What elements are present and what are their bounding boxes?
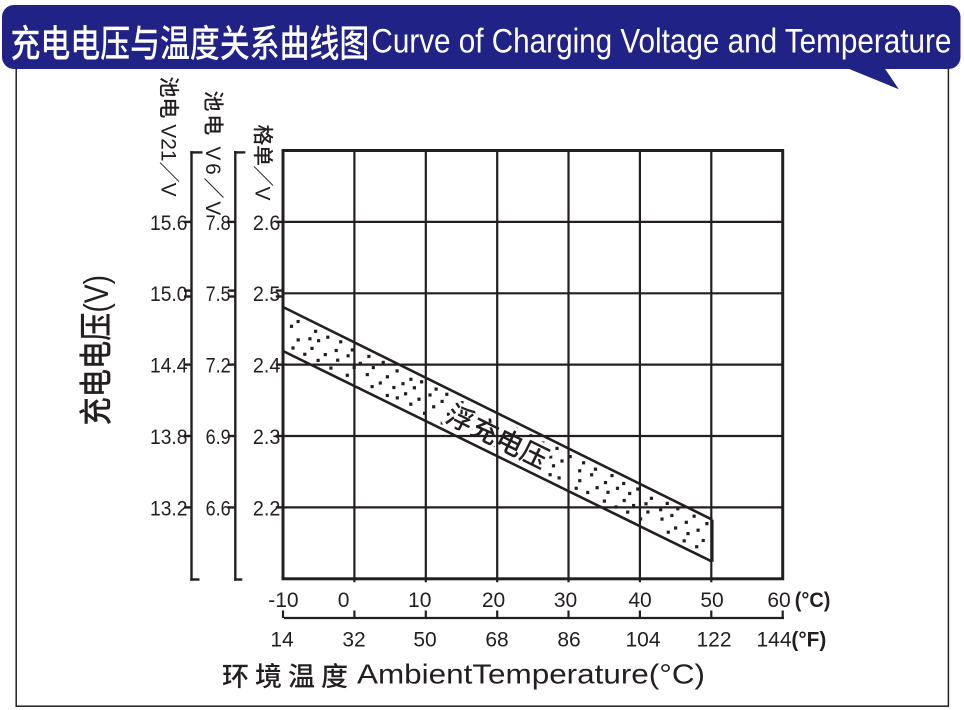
svg-text:V: V <box>157 183 180 197</box>
svg-text:V21: V21 <box>157 124 180 161</box>
svg-text:6: 6 <box>201 163 224 175</box>
svg-text:14: 14 <box>270 628 294 651</box>
svg-text:(°C): (°C) <box>795 588 831 612</box>
svg-text:7.2: 7.2 <box>206 355 231 378</box>
svg-text:50: 50 <box>700 589 723 612</box>
svg-text:144: 144 <box>756 628 791 651</box>
svg-text:7.8: 7.8 <box>206 212 231 235</box>
svg-text:2.6: 2.6 <box>253 212 281 235</box>
svg-text:10: 10 <box>408 589 431 612</box>
svg-text:40: 40 <box>628 589 651 612</box>
svg-text:V: V <box>201 146 224 160</box>
svg-text:V: V <box>201 201 224 215</box>
svg-text:2.3: 2.3 <box>253 426 281 449</box>
svg-text:-10: -10 <box>268 589 298 612</box>
svg-text:15.6: 15.6 <box>150 212 188 235</box>
svg-text:2.4: 2.4 <box>253 355 281 378</box>
svg-text:13.2: 13.2 <box>150 497 188 520</box>
svg-text:14.4: 14.4 <box>150 355 188 378</box>
svg-text:6.6: 6.6 <box>206 497 231 520</box>
svg-text:7.5: 7.5 <box>206 283 231 306</box>
svg-text:68: 68 <box>485 628 508 651</box>
svg-text:20: 20 <box>482 589 505 612</box>
svg-text:13.8: 13.8 <box>150 426 188 449</box>
svg-text:Curve of Charging Voltage and: Curve of Charging Voltage and Temperatur… <box>371 23 951 61</box>
svg-text:V: V <box>251 187 274 201</box>
svg-text:122: 122 <box>696 628 731 651</box>
svg-text:104: 104 <box>625 628 660 651</box>
svg-text:6.9: 6.9 <box>206 426 231 449</box>
svg-text:60: 60 <box>767 589 790 612</box>
svg-text:0: 0 <box>338 589 350 612</box>
svg-text:2.2: 2.2 <box>253 497 281 520</box>
svg-text:15.0: 15.0 <box>150 283 188 306</box>
svg-text:2.5: 2.5 <box>253 283 281 306</box>
svg-text:50: 50 <box>413 628 436 651</box>
svg-text:32: 32 <box>342 628 365 651</box>
svg-text:AmbientTemperature(°C): AmbientTemperature(°C) <box>357 659 705 690</box>
svg-text:86: 86 <box>557 628 580 651</box>
svg-text:30: 30 <box>554 589 577 612</box>
svg-text:(V): (V) <box>78 275 116 313</box>
svg-text:(°F): (°F) <box>791 627 826 651</box>
